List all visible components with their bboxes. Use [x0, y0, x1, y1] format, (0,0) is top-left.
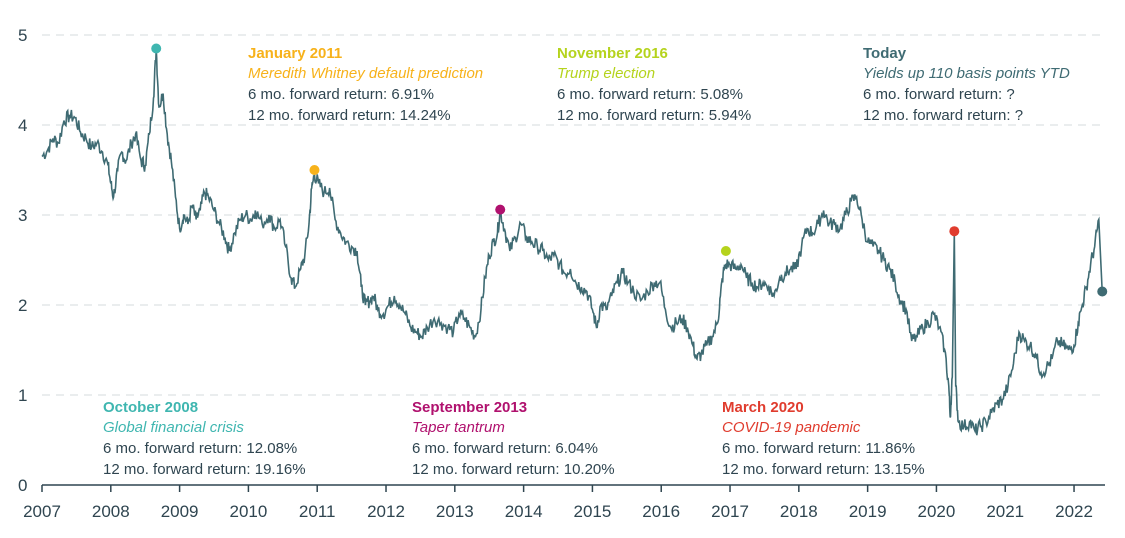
- x-tick-label: 2019: [849, 502, 887, 521]
- annotation-12mo-return: 12 mo. forward return: 5.94%: [557, 107, 751, 124]
- annotation-october-2008: October 2008 Global financial crisis 6 m…: [103, 399, 306, 478]
- annotation-subtitle: Trump election: [557, 65, 655, 82]
- marker-january-2011: [309, 165, 320, 175]
- marker-november-2016: [720, 246, 731, 256]
- annotation-march-2020: March 2020 COVID-19 pandemic 6 mo. forwa…: [722, 399, 925, 478]
- annotation-january-2011: January 2011 Meredith Whitney default pr…: [248, 45, 483, 124]
- annotation-subtitle: Yields up 110 basis points YTD: [863, 65, 1070, 82]
- x-tick-label: 2008: [92, 502, 130, 521]
- annotation-title: March 2020: [722, 399, 804, 416]
- event-markers: [151, 43, 1108, 297]
- annotation-6mo-return: 6 mo. forward return: ?: [863, 86, 1015, 103]
- x-tick-label: 2016: [642, 502, 680, 521]
- annotation-title: November 2016: [557, 45, 668, 62]
- annotation-6mo-return: 6 mo. forward return: 11.86%: [722, 440, 915, 457]
- annotation-12mo-return: 12 mo. forward return: ?: [863, 107, 1023, 124]
- annotation-subtitle: Taper tantrum: [412, 419, 505, 436]
- marker-september-2013: [495, 204, 506, 215]
- annotation-september-2013: September 2013 Taper tantrum 6 mo. forwa…: [412, 399, 615, 478]
- marker-march-2020: [949, 226, 960, 237]
- annotation-12mo-return: 12 mo. forward return: 14.24%: [248, 107, 451, 124]
- gridlines: [42, 34, 1105, 396]
- annotation-subtitle: Global financial crisis: [103, 419, 244, 436]
- y-tick-label: 3: [18, 206, 27, 225]
- annotation-12mo-return: 12 mo. forward return: 10.20%: [412, 461, 615, 478]
- annotation-title: October 2008: [103, 399, 198, 416]
- x-tick-label: 2020: [918, 502, 956, 521]
- x-tick-label: 2021: [986, 502, 1024, 521]
- x-tick-label: 2009: [161, 502, 199, 521]
- annotation-6mo-return: 6 mo. forward return: 5.08%: [557, 86, 743, 103]
- y-tick-label: 2: [18, 296, 27, 315]
- x-tick-label: 2011: [299, 502, 336, 521]
- x-tick-label: 2018: [780, 502, 818, 521]
- x-tick-label: 2015: [574, 502, 612, 521]
- x-tick-label: 2013: [436, 502, 474, 521]
- x-tick-label: 2010: [229, 502, 267, 521]
- x-tick-label: 2007: [23, 502, 61, 521]
- series-line-yield: [41, 48, 1103, 436]
- x-axis-ticks: 2007 2008 2009 2010 2011 2012 2013 2014 2015 2016…: [23, 485, 1093, 521]
- annotation-november-2016: November 2016 Trump election 6 mo. forwa…: [557, 45, 751, 124]
- annotation-subtitle: COVID-19 pandemic: [722, 419, 861, 436]
- annotation-title: Today: [863, 45, 907, 62]
- annotation-today: Today Yields up 110 basis points YTD 6 m…: [863, 45, 1070, 124]
- y-tick-label: 5: [18, 26, 27, 45]
- marker-today: [1097, 286, 1108, 297]
- annotation-6mo-return: 6 mo. forward return: 6.04%: [412, 440, 598, 457]
- annotation-12mo-return: 12 mo. forward return: 13.15%: [722, 461, 925, 478]
- x-tick-label: 2012: [367, 502, 405, 521]
- y-tick-label: 4: [18, 116, 27, 135]
- annotation-subtitle: Meredith Whitney default prediction: [248, 65, 483, 82]
- y-axis-ticks: 0 1 2 3 4 5: [18, 26, 27, 495]
- y-tick-label: 1: [18, 386, 27, 405]
- x-tick-label: 2017: [711, 502, 749, 521]
- marker-october-2008: [151, 43, 162, 54]
- y-tick-label: 0: [18, 476, 27, 495]
- x-tick-label: 2022: [1055, 502, 1093, 521]
- x-tick-label: 2014: [505, 502, 543, 521]
- annotation-12mo-return: 12 mo. forward return: 19.16%: [103, 461, 306, 478]
- annotation-6mo-return: 6 mo. forward return: 6.91%: [248, 86, 434, 103]
- annotation-title: January 2011: [248, 45, 342, 62]
- annotation-6mo-return: 6 mo. forward return: 12.08%: [103, 440, 297, 457]
- annotation-title: September 2013: [412, 399, 527, 416]
